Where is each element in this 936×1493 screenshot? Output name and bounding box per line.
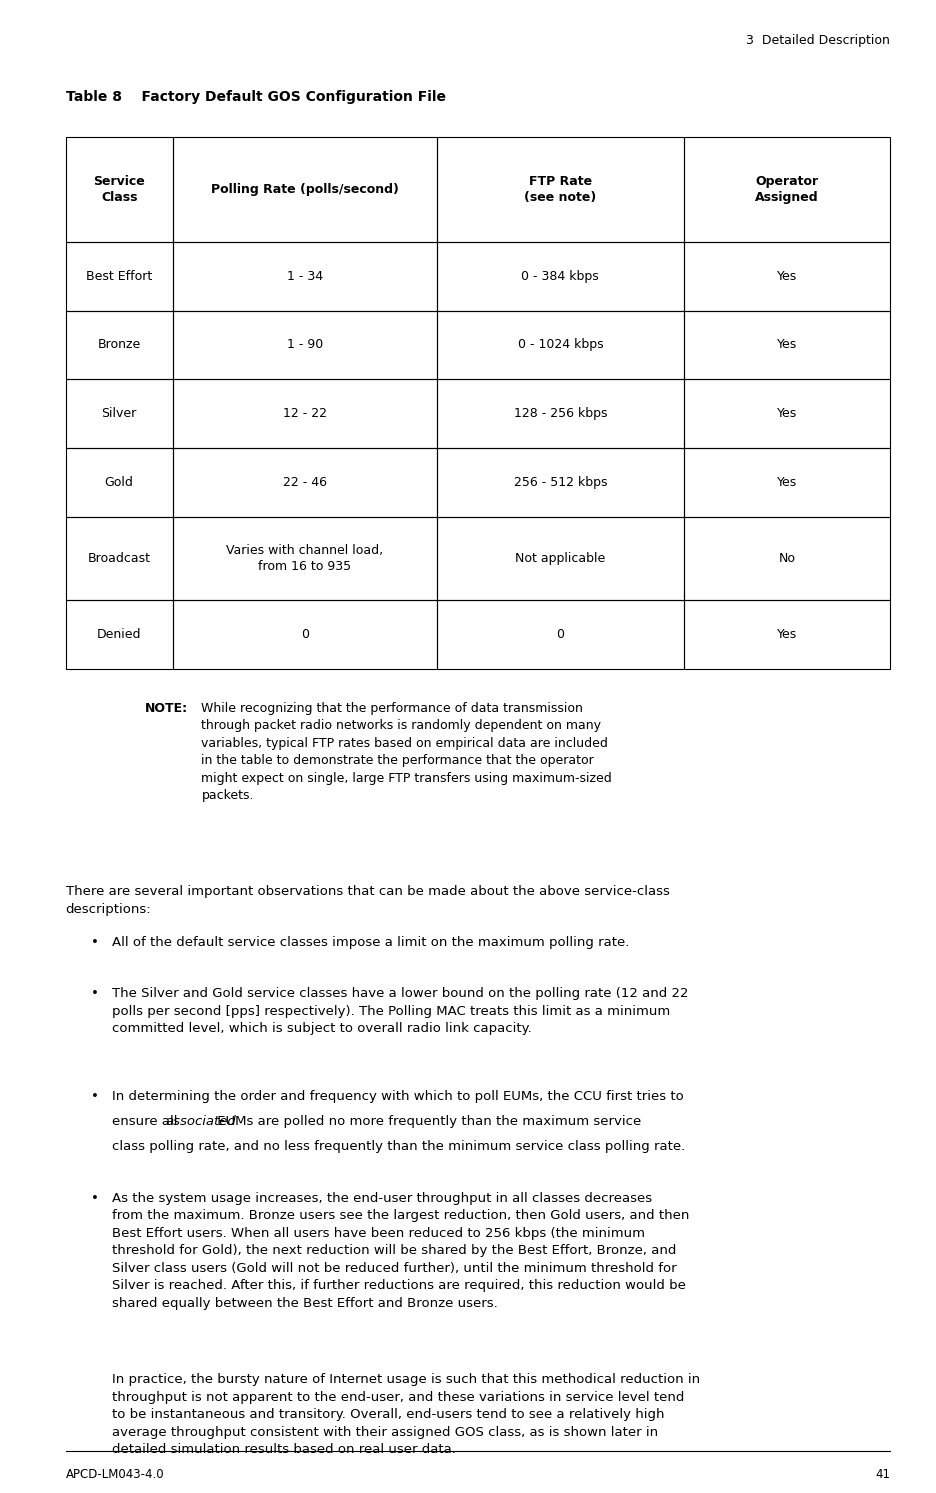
Bar (683, 137, 889, 242)
Text: Yes: Yes (776, 408, 797, 420)
Bar (66, 448, 172, 517)
Bar (66, 517, 172, 600)
Bar (66, 242, 172, 311)
Text: As the system usage increases, the end-user throughput in all classes decreases
: As the system usage increases, the end-u… (112, 1191, 689, 1309)
Bar (683, 242, 889, 311)
Text: •: • (91, 1191, 98, 1205)
Text: Polling Rate (polls/second): Polling Rate (polls/second) (211, 184, 398, 196)
Text: In practice, the bursty nature of Internet usage is such that this methodical re: In practice, the bursty nature of Intern… (112, 1374, 700, 1456)
Text: Service
Class: Service Class (94, 175, 145, 205)
Text: 0 - 384 kbps: 0 - 384 kbps (521, 270, 598, 282)
Bar (436, 242, 683, 311)
Text: Denied: Denied (96, 629, 141, 640)
Bar (66, 311, 172, 379)
Bar (436, 600, 683, 669)
Bar (172, 448, 436, 517)
Text: associated: associated (165, 1115, 236, 1127)
Text: No: No (778, 552, 795, 564)
Text: Yes: Yes (776, 476, 797, 488)
Bar (172, 137, 436, 242)
Text: 1 - 34: 1 - 34 (286, 270, 322, 282)
Text: NOTE:: NOTE: (145, 702, 188, 715)
Text: Yes: Yes (776, 629, 797, 640)
Bar (683, 311, 889, 379)
Text: 256 - 512 kbps: 256 - 512 kbps (513, 476, 607, 488)
Text: 0 - 1024 kbps: 0 - 1024 kbps (517, 339, 603, 351)
Bar (683, 379, 889, 448)
Bar (66, 137, 172, 242)
Text: 41: 41 (874, 1468, 889, 1481)
Text: 0: 0 (300, 629, 308, 640)
Text: Bronze: Bronze (97, 339, 140, 351)
Bar (436, 311, 683, 379)
Bar (66, 600, 172, 669)
Text: There are several important observations that can be made about the above servic: There are several important observations… (66, 885, 668, 915)
Text: 3  Detailed Description: 3 Detailed Description (745, 34, 889, 48)
Bar (436, 448, 683, 517)
Text: Best Effort: Best Effort (86, 270, 153, 282)
Text: APCD-LM043-4.0: APCD-LM043-4.0 (66, 1468, 164, 1481)
Text: Yes: Yes (776, 339, 797, 351)
Text: ensure all: ensure all (112, 1115, 182, 1127)
Text: In determining the order and frequency with which to poll EUMs, the CCU first tr: In determining the order and frequency w… (112, 1090, 683, 1103)
Bar (436, 137, 683, 242)
Bar (172, 379, 436, 448)
Text: All of the default service classes impose a limit on the maximum polling rate.: All of the default service classes impos… (112, 936, 629, 948)
Text: 12 - 22: 12 - 22 (283, 408, 327, 420)
Bar (683, 600, 889, 669)
Bar (172, 517, 436, 600)
Text: Not applicable: Not applicable (515, 552, 605, 564)
Text: Varies with channel load,
from 16 to 935: Varies with channel load, from 16 to 935 (226, 543, 383, 573)
Text: Silver: Silver (101, 408, 137, 420)
Text: While recognizing that the performance of data transmission
through packet radio: While recognizing that the performance o… (201, 702, 611, 802)
Text: Gold: Gold (105, 476, 134, 488)
Text: 22 - 46: 22 - 46 (283, 476, 327, 488)
Text: 128 - 256 kbps: 128 - 256 kbps (513, 408, 607, 420)
Bar (172, 242, 436, 311)
Text: The Silver and Gold service classes have a lower bound on the polling rate (12 a: The Silver and Gold service classes have… (112, 987, 688, 1036)
Bar (66, 379, 172, 448)
Text: FTP Rate
(see note): FTP Rate (see note) (523, 175, 596, 205)
Text: 0: 0 (556, 629, 563, 640)
Text: class polling rate, and no less frequently than the minimum service class pollin: class polling rate, and no less frequent… (112, 1139, 685, 1153)
Bar (172, 600, 436, 669)
Bar (436, 517, 683, 600)
Text: •: • (91, 1090, 98, 1103)
Text: EUMs are polled no more frequently than the maximum service: EUMs are polled no more frequently than … (212, 1115, 640, 1127)
Text: •: • (91, 936, 98, 948)
Text: Broadcast: Broadcast (88, 552, 151, 564)
Bar (436, 379, 683, 448)
Text: Yes: Yes (776, 270, 797, 282)
Text: Operator
Assigned: Operator Assigned (754, 175, 818, 205)
Text: Table 8    Factory Default GOS Configuration File: Table 8 Factory Default GOS Configuratio… (66, 90, 446, 103)
Text: •: • (91, 987, 98, 1000)
Bar (683, 517, 889, 600)
Bar (172, 311, 436, 379)
Bar (683, 448, 889, 517)
Text: 1 - 90: 1 - 90 (286, 339, 323, 351)
